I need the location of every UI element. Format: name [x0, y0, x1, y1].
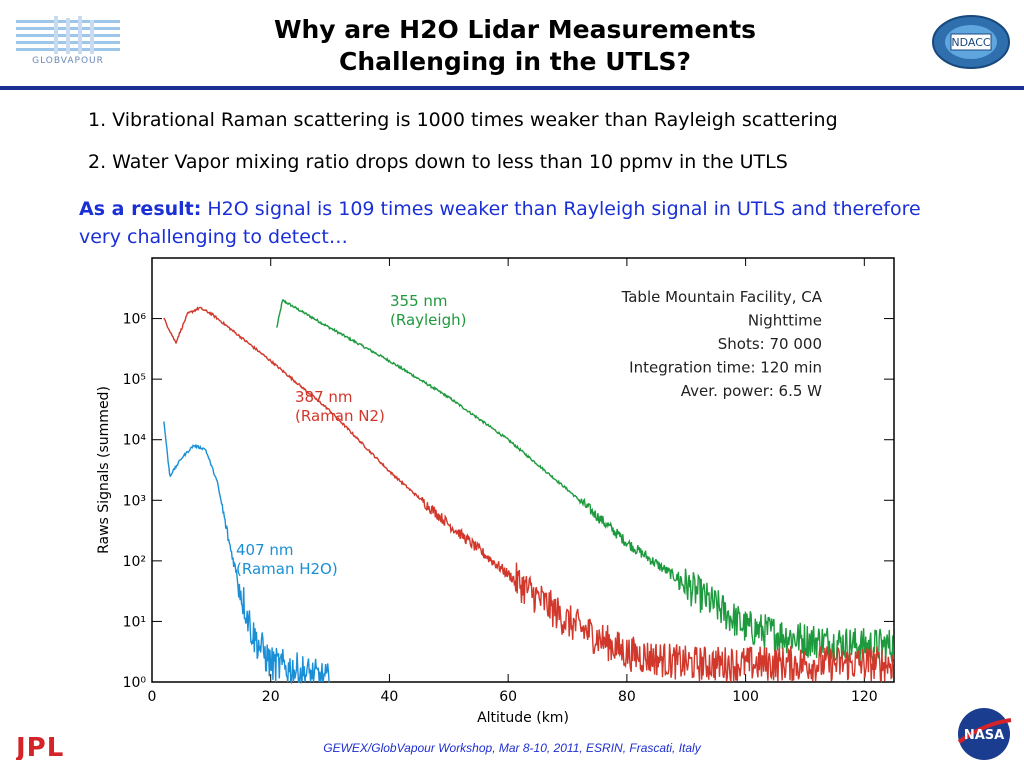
- series-label-0-line-0: 355 nm: [390, 292, 448, 310]
- series-label-0: 355 nm (Rayleigh): [390, 292, 466, 329]
- bullet-point-1: 1. Vibrational Raman scattering is 1000 …: [88, 109, 838, 131]
- info-box-line-0: Table Mountain Facility, CA: [621, 288, 823, 306]
- series-label-2-line-0: 407 nm: [236, 541, 294, 559]
- result-label: As a result:: [79, 198, 202, 220]
- series-line-0: [276, 298, 895, 664]
- series-label-1-line-1: (Raman N2): [295, 407, 385, 425]
- y-tick-label-0: 10⁰: [123, 675, 147, 691]
- info-box-line-3: Integration time: 120 min: [629, 359, 822, 377]
- series-label-1-line-0: 387 nm: [295, 388, 353, 406]
- y-axis-ticks: 10⁰ 10¹ 10² 10³ 10⁴ 10⁵ 10⁶: [123, 312, 894, 691]
- x-axis-ticks: 0 20 40 60 80 100 120: [148, 258, 878, 705]
- y-tick-label-3: 10³: [123, 493, 146, 509]
- y-tick-label-2: 10²: [123, 554, 146, 570]
- ndacc-logo-text: NDACC: [951, 36, 991, 49]
- info-box-line-2: Shots: 70 000: [718, 335, 822, 353]
- series-label-1: 387 nm (Raman N2): [295, 388, 385, 425]
- jpl-logo-text: JPL: [16, 733, 64, 760]
- globvapour-logo-bars: [16, 16, 120, 54]
- slide-title: Why are H2O Lidar Measurements Challengi…: [130, 14, 900, 78]
- title-rule: [0, 86, 1024, 90]
- slide-title-line2: Challenging in the UTLS?: [338, 47, 692, 76]
- plot-frame: [151, 257, 895, 683]
- globvapour-logo-text: GLOBVAPOUR: [32, 56, 104, 66]
- x-tick-label-0: 0: [148, 689, 157, 705]
- info-box: Table Mountain Facility, CA Nighttime Shot…: [621, 288, 823, 400]
- y-tick-label-5: 10⁵: [123, 372, 146, 388]
- x-tick-label-6: 120: [851, 689, 878, 705]
- x-tick-label-2: 40: [381, 689, 399, 705]
- bullet-point-2: 2. Water Vapor mixing ratio drops down t…: [88, 151, 788, 173]
- x-tick-label-4: 80: [618, 689, 636, 705]
- series-label-2-line-1: (Raman H2O): [236, 560, 338, 578]
- x-tick-label-3: 60: [499, 689, 517, 705]
- series-label-0-line-1: (Rayleigh): [390, 311, 466, 329]
- nasa-logo: NASA: [957, 708, 1012, 760]
- series-line-2: [163, 421, 330, 685]
- ndacc-logo: NDACC: [932, 15, 1010, 69]
- series-labels: 355 nm (Rayleigh)387 nm (Raman N2)407 nm (R…: [236, 292, 466, 578]
- result-text: H2O signal is 109 times weaker than Rayl…: [79, 198, 921, 248]
- series-label-2: 407 nm (Raman H2O): [236, 541, 338, 578]
- series-line-1: [163, 306, 894, 683]
- y-axis-label: Raws Signals (summed): [96, 386, 112, 554]
- y-tick-label-1: 10¹: [123, 614, 146, 630]
- x-tick-label-5: 100: [732, 689, 759, 705]
- y-tick-label-6: 10⁶: [123, 312, 147, 328]
- globvapour-logo: GLOBVAPOUR: [16, 16, 120, 66]
- x-tick-label-1: 20: [262, 689, 280, 705]
- info-box-line-4: Aver. power: 6.5 W: [681, 382, 822, 400]
- footer-text: GEWEX/GlobVapour Workshop, Mar 8-10, 201…: [323, 741, 701, 755]
- lidar-signal-chart: 0 20 40 60 80 100 120 10⁰ 10¹ 10² 10³ 10⁴ 10⁵ 10⁶ 35…: [96, 257, 895, 726]
- result-statement: As a result: H2O signal is 109 times wea…: [79, 195, 959, 251]
- series-lines: [163, 298, 895, 685]
- x-axis-label: Altitude (km): [477, 710, 569, 726]
- slide-title-line1: Why are H2O Lidar Measurements: [273, 15, 757, 44]
- info-box-line-1: Nighttime: [748, 312, 822, 330]
- y-tick-label-4: 10⁴: [123, 433, 147, 449]
- nasa-logo-text: NASA: [964, 728, 1004, 743]
- jpl-logo: JPL: [16, 733, 64, 760]
